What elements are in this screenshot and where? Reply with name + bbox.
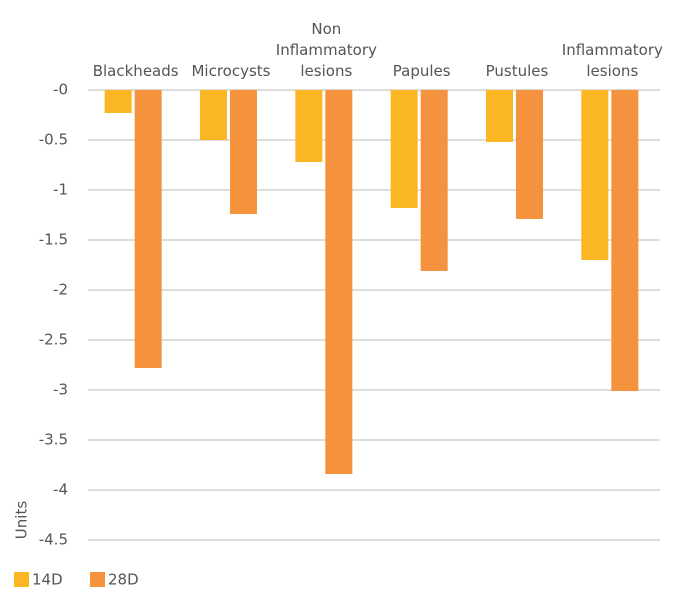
legend-label: 14D [32,571,63,589]
x-tick-label: Papules [392,62,451,80]
y-tick-label: -1.5 [39,231,68,249]
y-tick-label: -2 [53,281,68,299]
bar [295,90,323,162]
legend-swatch [90,572,105,587]
bar [230,90,257,214]
x-tick-label: Inflammatory lesions [561,41,663,80]
bar [516,90,543,219]
y-tick-label: -0 [53,81,68,99]
bar [325,90,353,474]
y-tick-label: -4 [53,481,68,499]
x-tick-label: Blackheads [92,62,179,80]
bar [611,90,639,391]
y-tick-label: -0.5 [39,131,68,149]
x-tick-label: Microcysts [191,62,271,80]
bar [486,90,513,142]
legend-label: 28D [108,571,139,589]
y-tick-label: -1 [53,181,68,199]
y-axis-label: Units [13,501,31,540]
legend-swatch [14,572,29,587]
bar [581,90,609,260]
y-tick-label: -2.5 [39,331,68,349]
y-tick-label: -3 [53,381,68,399]
bar [420,90,448,271]
x-tick-label: Non Inflammatory lesions [275,20,377,80]
bar [134,90,162,368]
bar [104,90,132,113]
y-tick-label: -3.5 [39,431,68,449]
bar [390,90,418,208]
y-tick-label: -4.5 [39,531,68,549]
x-tick-label: Pustules [485,62,549,80]
bar [200,90,227,140]
